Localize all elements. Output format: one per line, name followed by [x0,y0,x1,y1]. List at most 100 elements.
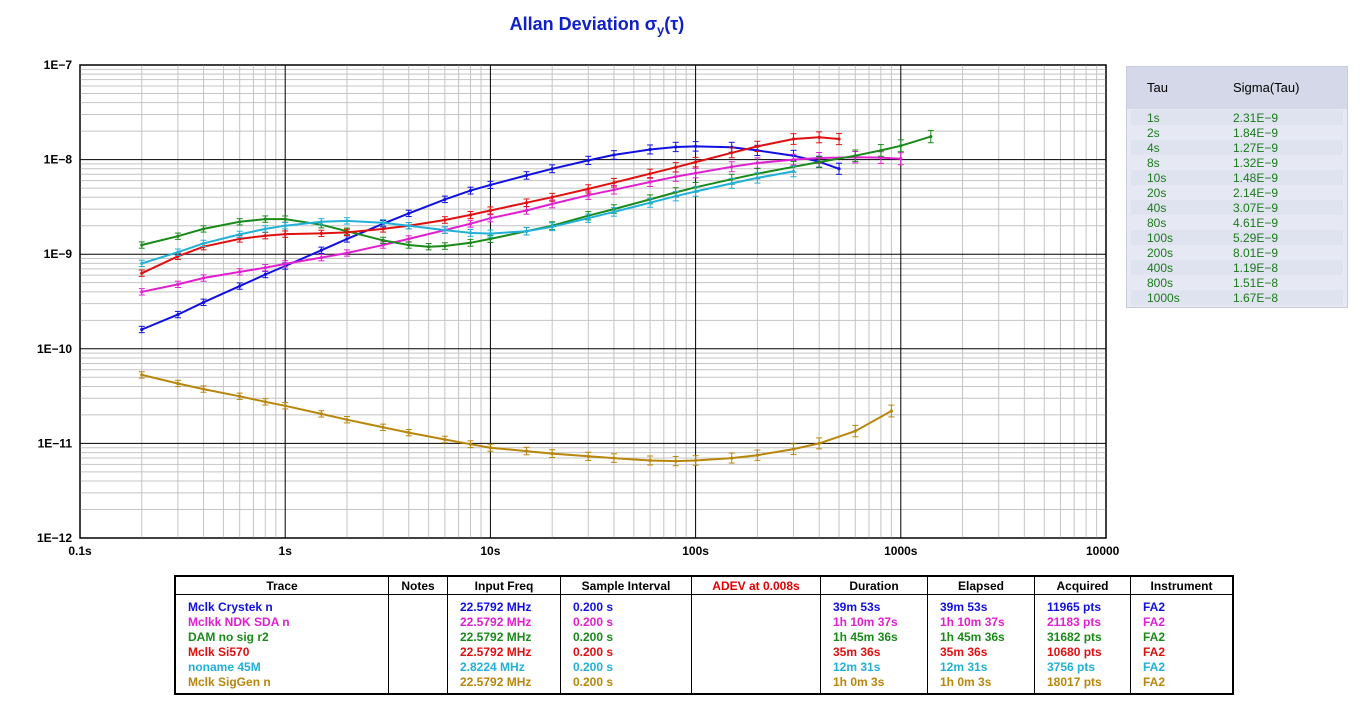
elapsed-cell: 12m 31s [927,659,1035,674]
data-point [488,208,492,213]
data-point [524,208,529,213]
notes-cell [388,674,448,694]
trace-row[interactable]: Mclkk NDK SDA n 22.5792 MHz 0.200 s 1h 10m … [174,614,1234,629]
data-point [488,446,492,450]
header-adev[interactable]: ADEV at 0.008s [691,575,821,595]
series-mclk-siggen-n [138,371,895,467]
y-tick-label: 1E−9 [44,247,73,261]
data-point [201,241,206,246]
header-sample-interval[interactable]: Sample Interval [560,575,692,595]
data-point [443,228,447,232]
data-point [263,227,267,231]
data-point [755,453,759,457]
data-point [550,167,554,171]
data-point [550,195,554,199]
header-instrument[interactable]: Instrument [1130,575,1234,595]
data-point [524,449,529,453]
header-duration[interactable]: Duration [820,575,928,595]
sample-interval-cell: 0.200 s [560,644,692,659]
header-elapsed[interactable]: Elapsed [927,575,1035,595]
tau-value: 200s [1147,246,1174,260]
elapsed-cell: 1h 0m 3s [927,674,1035,694]
tau-value: 2s [1147,126,1160,140]
data-point [443,437,447,442]
tau-row: 1000s 1.67E−8 [1131,290,1343,305]
data-point [381,238,385,242]
grid-lines [79,64,1107,539]
trace-row[interactable]: Mclk Si570 22.5792 MHz 0.200 s 35m 36s 35m 3… [174,644,1234,659]
header-input-freq[interactable]: Input Freq [447,575,561,595]
data-point [694,171,698,175]
data-point [586,454,590,458]
duration-cell: 1h 0m 3s [820,674,928,694]
data-point [550,225,554,229]
data-point [407,243,411,247]
data-point [488,232,492,236]
header-notes[interactable]: Notes [388,575,448,595]
sigma-value: 2.31E−9 [1233,111,1279,125]
trace-name-cell: Mclkk NDK SDA n [174,614,389,629]
tau-value: 10s [1147,171,1167,185]
data-point [694,458,698,463]
series-layer [138,129,934,467]
header-trace[interactable]: Trace [174,575,389,595]
data-point [674,194,678,198]
sigma-value: 1.67E−8 [1233,291,1279,305]
tick-labels: 0.1s 1s 10s 100s 1000s 10000s 1E−12 1E−11 1E−10 1… [37,58,1120,558]
data-point [201,227,206,231]
sample-interval-cell: 0.200 s [560,629,692,644]
adev-plot[interactable]: 0.1s 1s 10s 100s 1000s 10000s 1E−12 1E−11 1E−10 1… [0,0,1120,570]
data-point [694,189,698,194]
instrument-cell: FA2 [1130,614,1234,629]
tau-row: 1s 2.31E−9 [1131,110,1343,125]
x-tick-label: 1s [279,544,293,558]
y-tick-label: 1E−12 [37,531,72,545]
data-point [263,234,267,238]
data-point [468,222,473,226]
sigma-value: 1.51E−8 [1233,276,1279,290]
data-point [648,458,652,463]
tau-value: 4s [1147,141,1160,155]
tau-value: 800s [1147,276,1174,290]
tau-sigma-panel: Tau Sigma(Tau) 1s 2.31E−9 2s 1.84E−9 4s 1.27E… [1126,66,1348,308]
data-point [319,231,323,235]
data-point [176,234,180,238]
trace-row[interactable]: Mclk SigGen n 22.5792 MHz 0.200 s 1h 0m 3s 1… [174,674,1234,694]
data-point [755,161,759,165]
data-point [176,312,180,317]
y-tick-label: 1E−8 [44,153,73,167]
tau-row: 200s 8.01E−9 [1131,245,1343,260]
data-point [407,431,411,435]
data-point [791,158,796,162]
acquired-cell: 31682 pts [1034,629,1131,644]
tau-value: 1s [1147,111,1160,125]
header-acquired[interactable]: Acquired [1034,575,1131,595]
data-point [381,243,385,247]
duration-cell: 39m 53s [820,594,928,614]
sample-interval-cell: 0.200 s [560,659,692,674]
data-point [648,180,652,184]
series-mclkk-ndk-sda-n [138,151,904,296]
data-point [407,224,411,228]
data-point [879,148,883,153]
trace-row[interactable]: DAM no sig r2 22.5792 MHz 0.200 s 1h 45m 36… [174,629,1234,644]
tau-value: 1000s [1147,291,1180,305]
trace-row[interactable]: Mclk Crystek n 22.5792 MHz 0.200 s 39m 53s 3… [174,594,1234,614]
sigma-value: 2.14E−9 [1233,186,1279,200]
acquired-cell: 11965 pts [1034,594,1131,614]
trace-row[interactable]: noname 45M 2.8224 MHz 0.200 s 12m 31s 12m 31… [174,659,1234,674]
trace-name-cell: noname 45M [174,659,389,674]
acquired-cell: 18017 pts [1034,674,1131,694]
x-tick-label: 0.1s [68,544,92,558]
input-freq-cell: 22.5792 MHz [447,614,561,629]
data-point [468,231,473,235]
trace-table-body: Mclk Crystek n 22.5792 MHz 0.200 s 39m 53s 3… [174,594,1234,694]
tau-row: 8s 1.32E−9 [1131,155,1343,170]
tau-table-body: 1s 2.31E−9 2s 1.84E−9 4s 1.27E−9 8s 1.32E−9 10s 1… [1131,110,1343,305]
duration-cell: 12m 31s [820,659,928,674]
data-point [201,387,206,391]
data-point [524,229,529,233]
data-point [879,155,883,160]
data-point [730,165,734,169]
trace-name-cell: DAM no sig r2 [174,629,389,644]
